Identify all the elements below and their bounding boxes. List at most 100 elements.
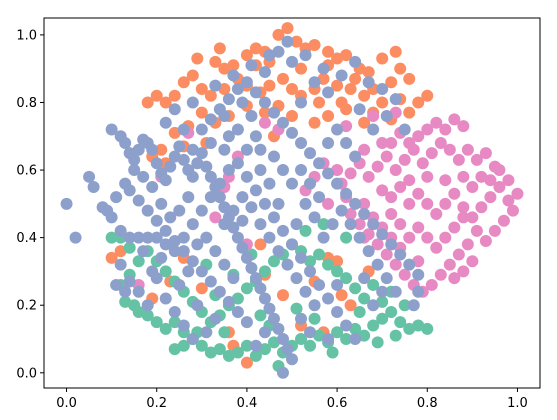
- data-point: [470, 153, 483, 166]
- data-point: [403, 137, 416, 150]
- data-point: [119, 177, 132, 190]
- data-point: [326, 218, 339, 231]
- data-point: [141, 299, 154, 312]
- data-point: [168, 126, 181, 139]
- data-point: [425, 278, 438, 291]
- data-point: [186, 333, 199, 346]
- data-point: [114, 258, 127, 271]
- data-point: [231, 305, 244, 318]
- data-point: [349, 322, 362, 335]
- data-point: [344, 167, 357, 180]
- data-point: [367, 299, 380, 312]
- data-point: [448, 113, 461, 126]
- data-point: [195, 339, 208, 352]
- data-point: [258, 343, 271, 356]
- data-point: [331, 278, 344, 291]
- data-point: [231, 292, 244, 305]
- data-point: [371, 258, 384, 271]
- data-point: [353, 231, 366, 244]
- data-point: [218, 326, 231, 339]
- data-point: [416, 157, 429, 170]
- data-point: [362, 76, 375, 89]
- data-point: [132, 305, 145, 318]
- data-point: [249, 184, 262, 197]
- data-point: [168, 245, 181, 258]
- data-point: [335, 204, 348, 217]
- data-point: [308, 39, 321, 52]
- data-point: [340, 49, 353, 62]
- data-point: [322, 86, 335, 99]
- data-point: [132, 255, 145, 268]
- data-point: [137, 170, 150, 183]
- data-point: [430, 116, 443, 129]
- data-point: [286, 82, 298, 95]
- data-point: [403, 106, 416, 119]
- data-point: [308, 116, 321, 129]
- data-point: [389, 285, 402, 298]
- data-point: [304, 177, 317, 190]
- data-point: [159, 96, 172, 109]
- data-point: [195, 204, 208, 217]
- data-point: [177, 76, 190, 89]
- data-point: [222, 130, 235, 143]
- data-point: [421, 197, 434, 210]
- data-point: [132, 285, 145, 298]
- data-point: [502, 194, 515, 207]
- data-point: [110, 191, 123, 204]
- data-point: [385, 207, 398, 220]
- x-tick-label-3: 0.6: [327, 396, 348, 411]
- data-point: [276, 366, 289, 379]
- data-point: [114, 224, 127, 237]
- data-point: [376, 285, 389, 298]
- data-point: [276, 116, 289, 129]
- data-point: [110, 278, 123, 291]
- data-point: [376, 228, 389, 241]
- series-2: [132, 106, 524, 298]
- data-point: [141, 204, 154, 217]
- data-point: [475, 170, 488, 183]
- data-point: [186, 255, 199, 268]
- data-point: [344, 218, 357, 231]
- data-point: [358, 89, 371, 102]
- data-point: [506, 204, 519, 217]
- data-point: [331, 305, 344, 318]
- data-point: [182, 265, 195, 278]
- data-point: [376, 96, 389, 109]
- data-point: [231, 157, 244, 170]
- data-point: [457, 120, 470, 133]
- data-point: [322, 137, 335, 150]
- data-point: [254, 143, 267, 156]
- data-point: [227, 59, 240, 72]
- data-point: [340, 120, 353, 133]
- data-point: [376, 312, 389, 325]
- data-point: [317, 72, 330, 85]
- data-point: [290, 272, 303, 285]
- data-point: [403, 258, 416, 271]
- data-point: [132, 194, 145, 207]
- data-point: [412, 319, 425, 332]
- data-point: [299, 224, 312, 237]
- data-point: [286, 177, 298, 190]
- data-point: [218, 143, 231, 156]
- data-point: [141, 96, 154, 109]
- data-point: [195, 123, 208, 136]
- data-point: [150, 231, 163, 244]
- data-point: [249, 86, 262, 99]
- data-point: [159, 322, 172, 335]
- data-point: [308, 312, 321, 325]
- data-point: [331, 265, 344, 278]
- data-point: [430, 241, 443, 254]
- data-point: [195, 106, 208, 119]
- data-point: [380, 248, 393, 261]
- data-point: [227, 272, 240, 285]
- data-point: [457, 265, 470, 278]
- data-point: [326, 346, 339, 359]
- data-point: [493, 180, 506, 193]
- data-point: [267, 255, 280, 268]
- data-point: [376, 52, 389, 65]
- data-point: [475, 201, 488, 214]
- data-point: [276, 333, 289, 346]
- data-point: [195, 282, 208, 295]
- data-point: [511, 187, 524, 200]
- data-point: [267, 312, 280, 325]
